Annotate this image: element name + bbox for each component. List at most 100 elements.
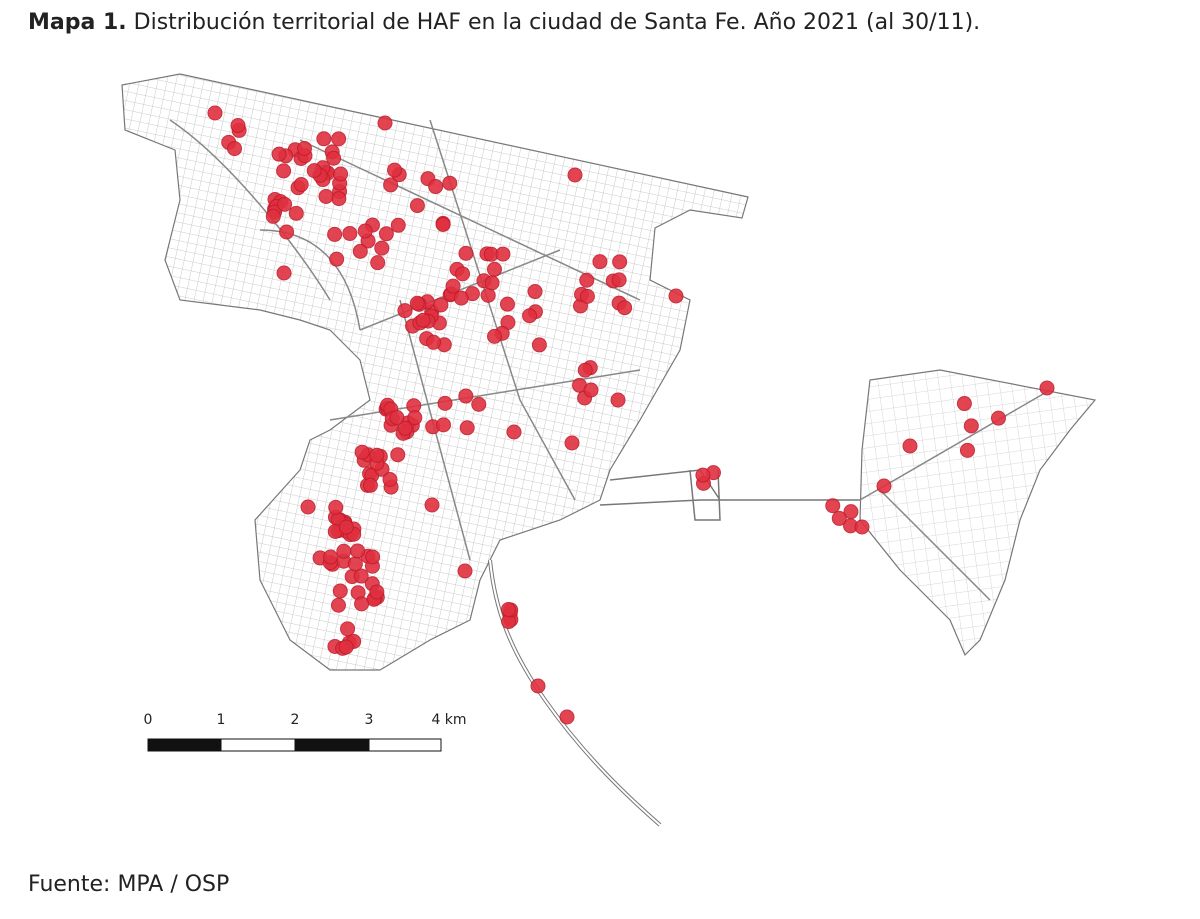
case-point (331, 131, 347, 147)
case-point (227, 141, 243, 157)
case-point (415, 312, 431, 328)
case-point (333, 166, 349, 182)
case-point (390, 447, 406, 463)
case-point (271, 146, 287, 162)
case-point (458, 388, 474, 404)
case-point (501, 601, 517, 617)
case-point (579, 288, 595, 304)
case-point (610, 392, 626, 408)
map-label: Mapa 1. (28, 10, 127, 35)
scale-label: 1 (217, 712, 226, 728)
port-area (488, 469, 860, 827)
case-point (352, 243, 368, 259)
case-point (522, 308, 538, 324)
case-point (357, 223, 373, 239)
case-point (288, 205, 304, 221)
case-point (397, 303, 413, 319)
case-point (318, 188, 334, 204)
case-point (327, 226, 343, 242)
case-point (530, 678, 546, 694)
case-point (328, 499, 344, 515)
case-point (424, 497, 440, 513)
case-point (382, 472, 398, 488)
map-title-text: Distribución territorial de HAF en la ci… (133, 10, 981, 35)
case-point (370, 255, 386, 271)
case-point (276, 163, 292, 179)
case-point (579, 272, 595, 288)
case-point (326, 150, 342, 166)
case-point (457, 563, 473, 579)
case-points (207, 105, 1055, 725)
case-point (577, 362, 593, 378)
case-point (306, 163, 322, 179)
case-point (583, 382, 599, 398)
case-point (963, 418, 979, 434)
case-point (612, 254, 628, 270)
case-point (330, 597, 346, 613)
case-point (332, 583, 348, 599)
case-point (297, 141, 313, 157)
case-point (437, 395, 453, 411)
case-point (354, 444, 370, 460)
source-note: Fuente: MPA / OSP (28, 872, 230, 897)
case-point (495, 246, 511, 262)
case-point (230, 118, 246, 134)
case-point (487, 328, 503, 344)
case-point (342, 225, 358, 241)
case-point (409, 198, 425, 214)
case-point (383, 177, 399, 193)
case-point (455, 266, 471, 282)
case-point (397, 420, 413, 436)
case-point (959, 442, 975, 458)
case-point (409, 295, 425, 311)
city-main (121, 73, 749, 671)
case-point (362, 477, 378, 493)
scale-label: 0 (144, 712, 153, 728)
case-point (825, 498, 841, 514)
case-point (695, 467, 711, 483)
case-point (276, 265, 292, 281)
case-point (484, 275, 500, 291)
case-point (592, 254, 608, 270)
case-point (426, 334, 442, 350)
case-point (458, 245, 474, 261)
case-point (428, 179, 444, 195)
case-point (433, 297, 449, 313)
case-point (407, 410, 423, 426)
case-point (531, 337, 547, 353)
case-point (347, 556, 363, 572)
case-point (902, 438, 918, 454)
case-point (611, 272, 627, 288)
case-point (374, 240, 390, 256)
case-point (378, 226, 394, 242)
case-point (527, 284, 543, 300)
case-point (331, 191, 347, 207)
case-point (445, 278, 461, 294)
case-point (279, 224, 295, 240)
case-point (668, 288, 684, 304)
case-point (486, 261, 502, 277)
case-point (876, 478, 892, 494)
case-point (831, 510, 847, 526)
scale-bar: 0 1 2 3 4 km (144, 712, 467, 752)
case-point (340, 621, 356, 637)
case-point (435, 417, 451, 433)
case-point (336, 543, 352, 559)
case-point (459, 420, 475, 436)
case-point (956, 396, 972, 412)
scale-label: 3 (365, 712, 374, 728)
case-point (1039, 380, 1055, 396)
case-point (300, 499, 316, 515)
case-point (559, 709, 575, 725)
case-point (617, 300, 633, 316)
case-point (277, 196, 293, 212)
case-point (354, 596, 370, 612)
case-point (293, 177, 309, 193)
case-point (365, 549, 381, 565)
case-point (350, 543, 366, 559)
case-point (323, 549, 339, 565)
case-point (353, 568, 369, 584)
case-point (567, 167, 583, 183)
